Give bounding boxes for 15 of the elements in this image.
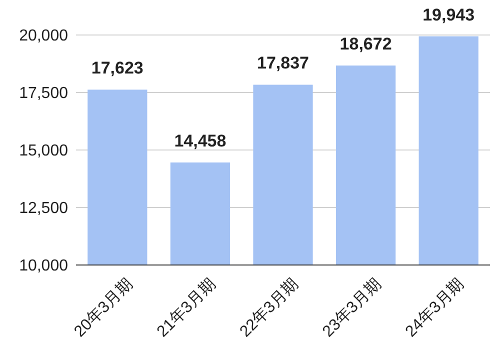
data-label: 17,623 bbox=[91, 58, 144, 78]
y-tick-label: 10,000 bbox=[19, 258, 68, 275]
data-label: 14,458 bbox=[174, 131, 226, 150]
x-tick-label: 22年3月期 bbox=[236, 275, 302, 341]
x-tick-label: 23年3月期 bbox=[318, 275, 385, 341]
y-tick-label: 17,500 bbox=[19, 85, 68, 102]
x-tick-label: 21年3月期 bbox=[153, 275, 219, 341]
x-tick-label: 24年3月期 bbox=[402, 275, 468, 341]
x-tick-label: 20年3月期 bbox=[70, 275, 136, 341]
y-tick-label: 15,000 bbox=[19, 142, 68, 160]
y-tick-label: 12,500 bbox=[19, 200, 68, 218]
data-label: 19,943 bbox=[422, 5, 475, 24]
data-label: 18,672 bbox=[340, 34, 392, 54]
y-tick-label: 20,000 bbox=[19, 28, 68, 45]
data-label: 17,837 bbox=[257, 54, 309, 73]
